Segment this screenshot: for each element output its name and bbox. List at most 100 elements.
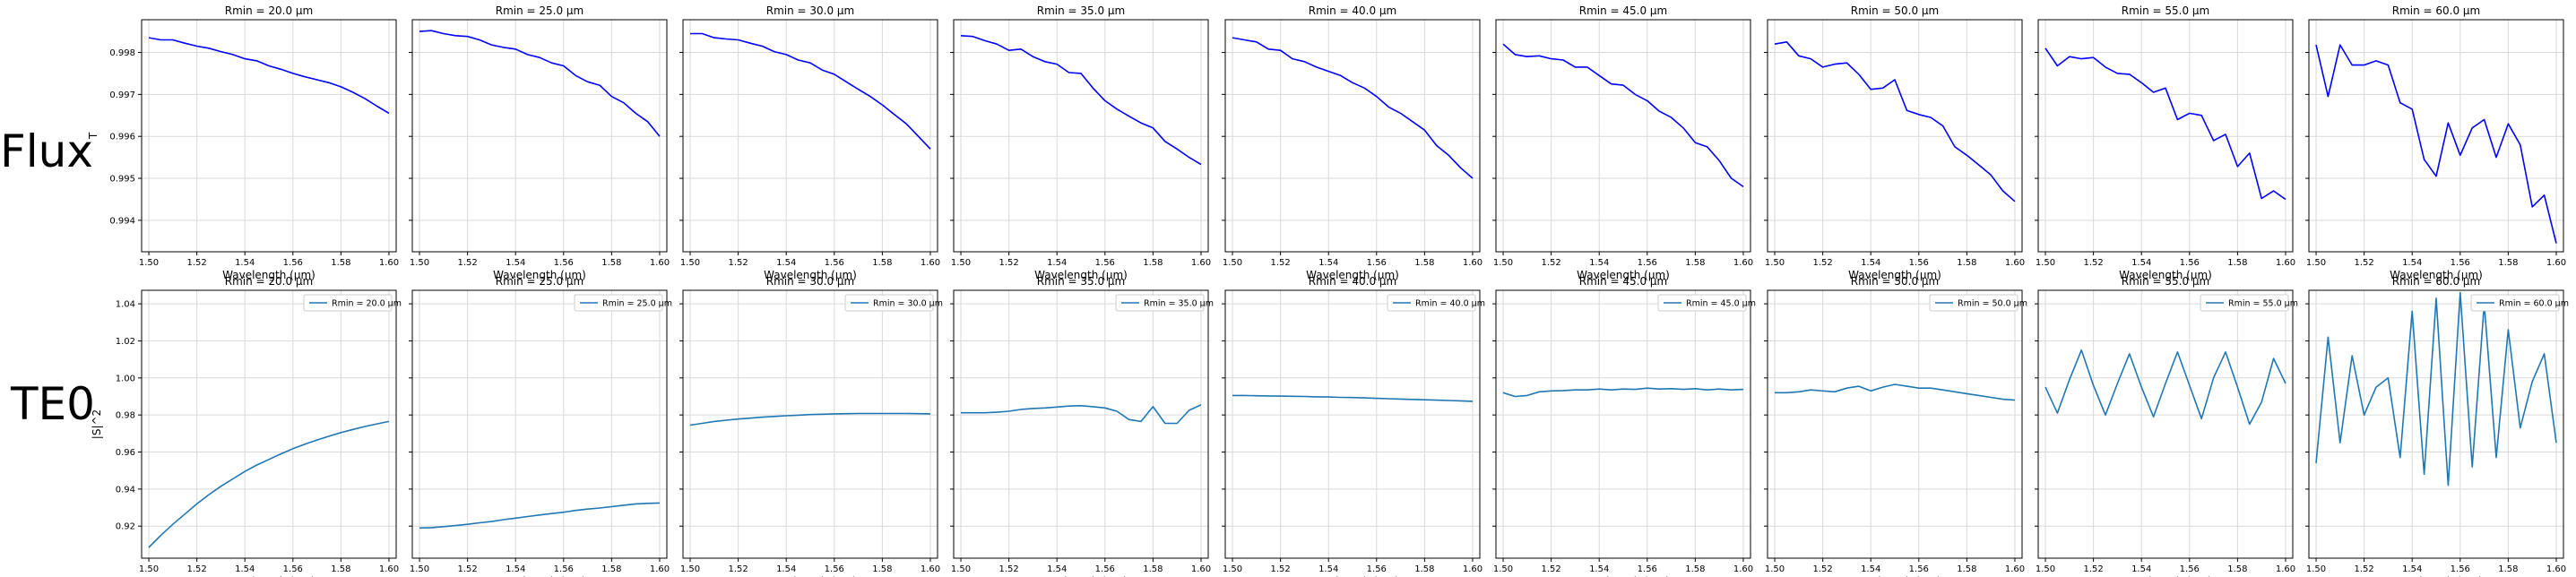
x-tick-label: 1.60 [2546,564,2566,574]
subplot-te0-2: 1.50 1.52 1.54 1.56 1.58 1.60 Rmin = 25.0 μm Wa… [409,275,672,577]
x-tick-label: 1.50 [2036,564,2055,574]
x-tick-label: 1.60 [1733,564,1753,574]
x-axis-label: Wavelength (μm) [1848,269,1941,281]
x-tick-label: 1.60 [1463,258,1482,268]
series-line [2315,44,2557,244]
x-axis-label: Wavelength (μm) [493,575,586,577]
subplot-te0-1: 1.50 1.52 1.54 1.56 1.58 1.60 0.92 0.94 0.96 0.98… [91,275,402,577]
y-tick-label: 1.04 [116,300,135,310]
y-tick-label: 1.02 [116,337,135,347]
x-tick-label: 1.58 [1414,258,1434,268]
x-tick-label: 1.52 [998,258,1018,268]
subplot-flux-8: 1.50 1.52 1.54 1.56 1.58 1.60 Rmin = 55.0 μm Wa… [2035,4,2295,281]
plot-frame [2308,19,2564,253]
plot-frame [1767,289,2023,559]
subplot-flux-3: 1.50 1.52 1.54 1.56 1.58 1.60 Rmin = 30.0 μm Wa… [679,4,940,281]
plot-frame [682,19,938,253]
x-tick-label: 1.58 [331,258,350,268]
legend-label: Rmin = 30.0 μm [873,299,943,309]
x-tick-label: 1.54 [1861,564,1880,574]
x-tick-label: 1.60 [2276,564,2295,574]
x-tick-label: 1.54 [1047,258,1067,268]
x-tick-label: 1.56 [283,258,303,268]
subplot-title: Rmin = 40.0 μm [1309,275,1397,288]
x-tick-label: 1.60 [379,564,399,574]
x-tick-label: 1.52 [1812,564,1832,574]
subplot-title: Rmin = 60.0 μm [2392,275,2481,288]
y-tick-label: 1.00 [116,374,135,383]
series-line [419,30,661,137]
x-tick-label: 1.60 [1191,564,1211,574]
y-tick-label: 0.98 [116,411,135,421]
x-axis-label: Wavelength (μm) [2119,269,2212,281]
x-tick-label: 1.58 [1685,564,1705,574]
series-line [1502,43,1744,188]
x-tick-label: 1.52 [998,564,1018,574]
x-axis-label: Wavelength (μm) [1306,575,1399,577]
x-axis-label: Wavelength (μm) [2390,269,2483,281]
subplot-title: Rmin = 50.0 μm [1851,275,1940,288]
legend-label: Rmin = 55.0 μm [2228,299,2298,309]
legend-box [1115,294,1205,312]
x-axis-label: Wavelength (μm) [1848,575,1941,577]
series-line [960,35,1202,166]
legend: Rmin = 40.0 μm [1387,294,1485,312]
y-tick-label: 0.994 [109,216,135,226]
x-tick-label: 1.56 [2451,564,2470,574]
x-tick-label: 1.50 [951,564,971,574]
x-tick-label: 1.54 [2131,258,2151,268]
x-tick-label: 1.58 [601,258,621,268]
x-tick-label: 1.54 [1589,258,1609,268]
x-tick-label: 1.50 [1765,258,1785,268]
y-tick-label: 0.94 [116,485,135,495]
x-tick-label: 1.50 [410,564,429,574]
x-tick-label: 1.60 [1191,258,1211,268]
row-label-te0: TE0 [11,378,95,430]
x-tick-label: 1.60 [1463,564,1482,574]
legend-box [1387,294,1476,312]
x-tick-label: 1.54 [2402,258,2422,268]
x-tick-label: 1.52 [2354,258,2373,268]
subplot-title: Rmin = 45.0 μm [1579,275,1668,288]
row-label-flux: Flux [0,125,93,177]
x-tick-label: 1.56 [2180,564,2200,574]
x-tick-label: 1.56 [1909,258,1929,268]
y-tick-label: 0.998 [109,48,135,58]
x-tick-label: 1.56 [2180,258,2200,268]
x-tick-label: 1.58 [1957,564,1976,574]
subplot-flux-7: 1.50 1.52 1.54 1.56 1.58 1.60 Rmin = 50.0 μm Wa… [1764,4,2025,281]
legend: Rmin = 55.0 μm [2200,294,2298,312]
subplot-title: Rmin = 55.0 μm [2122,275,2210,288]
x-tick-label: 1.50 [680,258,700,268]
plot-frame [2037,289,2294,559]
subplot-title: Rmin = 40.0 μm [1309,4,1397,17]
legend: Rmin = 50.0 μm [1929,294,2027,312]
y-tick-label: 0.92 [116,522,135,532]
subplot-title: Rmin = 30.0 μm [766,4,855,17]
x-tick-label: 1.60 [921,564,940,574]
x-tick-label: 1.54 [776,564,796,574]
x-tick-label: 1.54 [1589,564,1609,574]
x-tick-label: 1.52 [1812,258,1832,268]
x-tick-label: 1.60 [921,258,940,268]
x-axis-label: Wavelength (μm) [493,269,586,281]
x-tick-label: 1.60 [650,258,670,268]
x-tick-label: 1.60 [2276,258,2295,268]
y-tick-label: 0.995 [109,175,135,185]
legend-label: Rmin = 50.0 μm [1958,299,2027,309]
x-axis-label: Wavelength (μm) [764,575,857,577]
x-tick-label: 1.58 [2227,258,2247,268]
x-tick-label: 1.52 [1541,258,1560,268]
x-tick-label: 1.52 [186,564,206,574]
x-axis-label: Wavelength (μm) [1034,269,1128,281]
legend: Rmin = 35.0 μm [1115,294,1214,312]
x-tick-label: 1.50 [1493,564,1513,574]
series-line [148,37,390,115]
x-tick-label: 1.58 [872,564,892,574]
x-axis-label: Wavelength (μm) [1306,269,1399,281]
subplot-flux-5: 1.50 1.52 1.54 1.56 1.58 1.60 Rmin = 40.0 μm Wa… [1222,4,1482,281]
x-tick-label: 1.50 [139,564,159,574]
x-tick-label: 1.60 [2005,258,2025,268]
legend-box [1929,294,2018,312]
